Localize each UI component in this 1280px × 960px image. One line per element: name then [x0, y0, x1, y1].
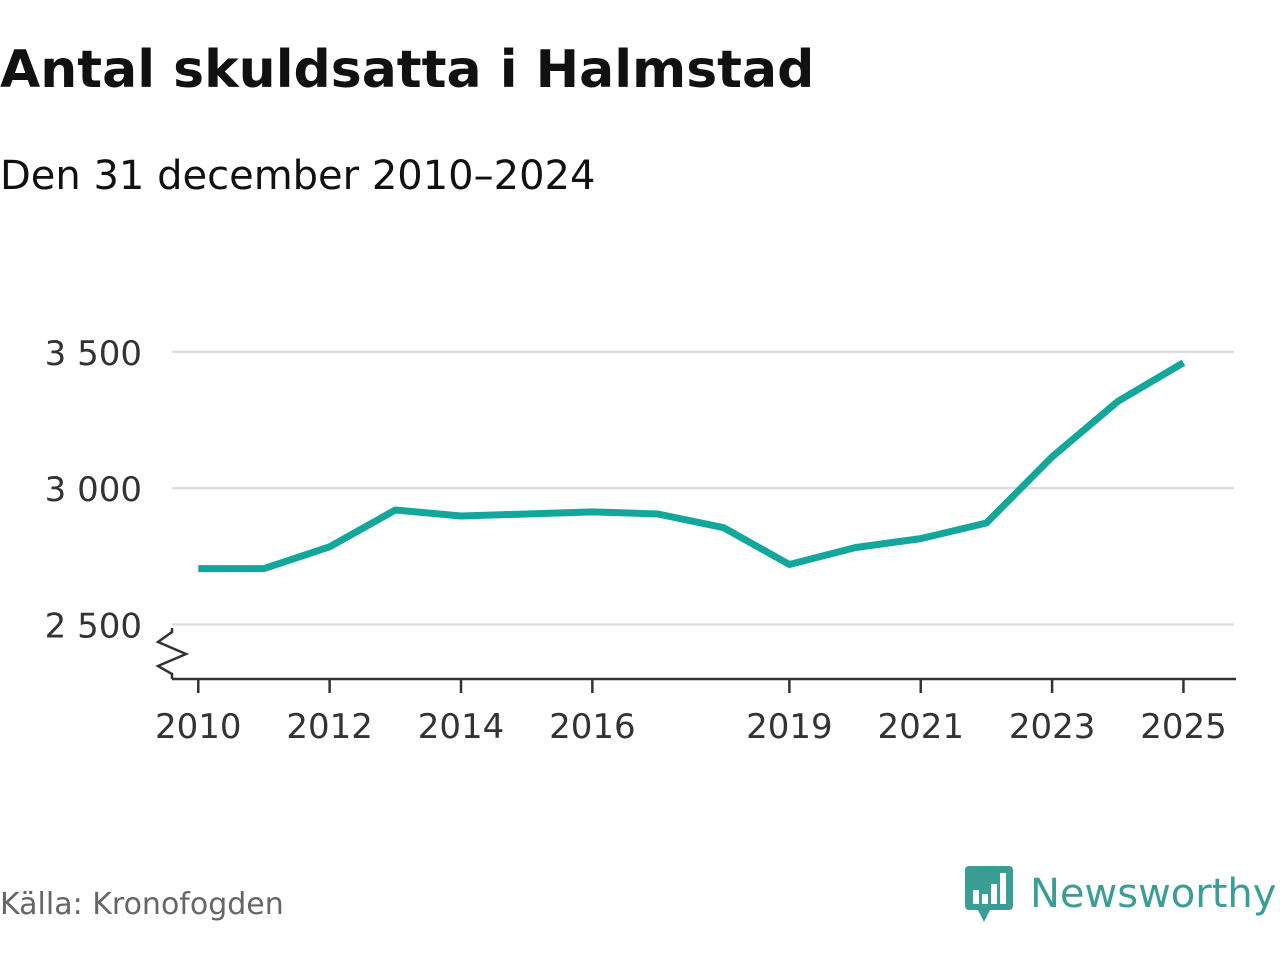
x-tick-label-2016: 2016: [549, 707, 636, 747]
x-tick-label-2023: 2023: [1009, 707, 1096, 747]
x-tick-label-2025: 2025: [1140, 707, 1227, 747]
data-point-2018: [723, 527, 724, 528]
x-tick-label-2012: 2012: [286, 707, 373, 747]
series-line-0: [198, 359, 1186, 573]
brand-name: Newsworthy: [1030, 871, 1277, 917]
data-point-2021: [920, 538, 921, 539]
chart-title: Antal skuldsatta i Halmstad: [0, 40, 815, 100]
y-tick-label-3500: 3 500: [45, 334, 142, 374]
y-tick-label-3000: 3 000: [45, 470, 142, 510]
newsworthy-logo-icon: [965, 866, 1013, 922]
data-point-2024: [1117, 401, 1118, 402]
data-point-2013: [395, 510, 396, 511]
x-tick-label-2021: 2021: [877, 707, 964, 747]
data-point-2020: [855, 547, 856, 548]
chart-subtitle: Den 31 december 2010–2024: [0, 153, 596, 199]
brand-logo[interactable]: Newsworthy: [964, 864, 1276, 924]
axes: [155, 628, 1236, 693]
data-point-2025: [1183, 362, 1184, 363]
x-tick-label-2010: 2010: [155, 707, 242, 747]
data-point-2022: [986, 523, 987, 524]
x-tick-label-2014: 2014: [418, 707, 505, 747]
grid-lines: [172, 350, 1234, 626]
data-point-2010: [198, 568, 199, 569]
y-axis-break-icon: [155, 628, 190, 679]
series-lines: [198, 359, 1186, 573]
data-point-2015: [526, 514, 527, 515]
data-point-2016: [592, 511, 593, 512]
data-point-2011: [264, 568, 265, 569]
data-point-2023: [1052, 456, 1053, 457]
data-point-2017: [658, 514, 659, 515]
y-tick-label-2500: 2 500: [45, 606, 142, 646]
tick-labels: 2 500 3 000 3 500 2010 2012 2014 2016 2019 2021 2…: [45, 334, 1227, 747]
data-point-2019: [789, 564, 790, 565]
x-tick-label-2019: 2019: [746, 707, 833, 747]
data-point-2012: [329, 546, 330, 547]
source-note: Källa: Kronofogden: [0, 887, 284, 922]
data-point-2014: [461, 516, 462, 517]
